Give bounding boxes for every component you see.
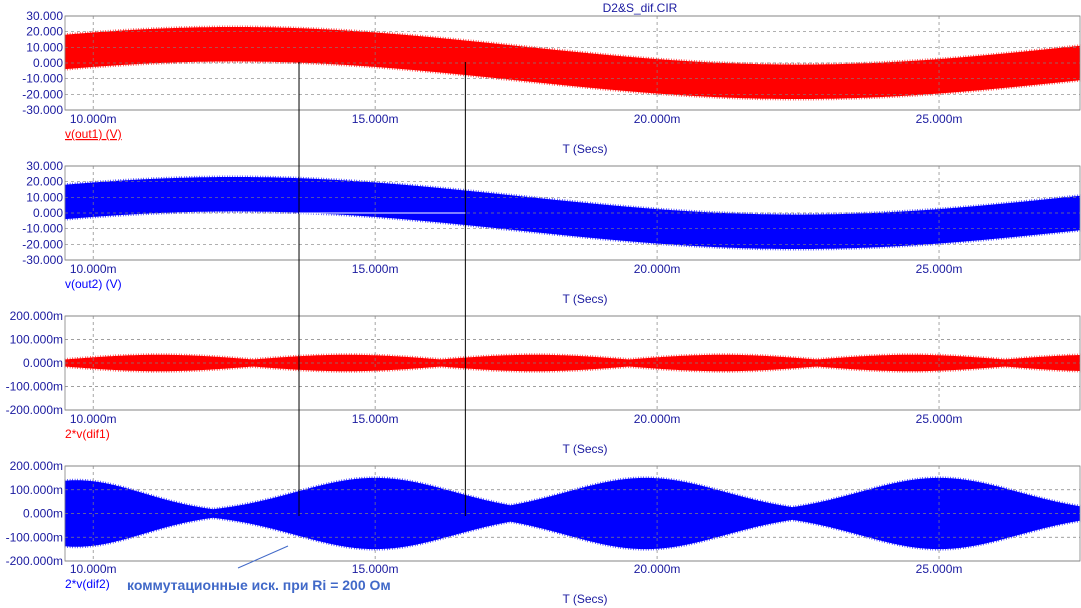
y-tick-label: 30.000: [26, 159, 63, 173]
trace-panel-dif1: [64, 353, 1081, 373]
x-tick-label: 20.000m: [634, 412, 681, 426]
y-tick-label: -30.000: [22, 253, 63, 267]
x-axis-label: T (Secs): [562, 142, 607, 156]
y-tick-label: 10.000: [26, 40, 63, 54]
x-axis-label: T (Secs): [562, 442, 607, 456]
y-tick-label: -20.000: [22, 87, 63, 101]
trace-label[interactable]: v(out2) (V): [65, 277, 122, 291]
annotation-text: коммутационные иск. при Ri = 200 Ом: [127, 577, 391, 593]
chart-panels: 30.00020.00010.0000.000-10.000-20.000-30…: [6, 9, 1081, 606]
x-tick-label: 25.000m: [916, 412, 963, 426]
y-tick-label: 20.000: [26, 25, 63, 39]
plot-frame: [64, 15, 1081, 111]
x-tick-label: 10.000m: [70, 412, 117, 426]
trace-label[interactable]: 2*v(dif2): [65, 577, 110, 591]
y-tick-label: 20.000: [26, 175, 63, 189]
x-tick-label: 10.000m: [70, 262, 117, 276]
y-tick-label: 100.000m: [10, 333, 63, 347]
x-tick-label: 20.000m: [634, 562, 681, 576]
y-tick-label: 0.000m: [23, 356, 63, 370]
trace-label[interactable]: v(out1) (V): [65, 127, 122, 141]
x-tick-label: 10.000m: [70, 562, 117, 576]
y-tick-label: 0.000: [33, 56, 63, 70]
x-tick-label: 20.000m: [634, 262, 681, 276]
cursor-lines[interactable]: [298, 62, 466, 516]
x-tick-label: 10.000m: [70, 112, 117, 126]
y-tick-label: 10.000: [26, 190, 63, 204]
y-tick-label: -10.000: [22, 72, 63, 86]
plot-frame: [64, 315, 1081, 411]
y-tick-label: 200.000m: [10, 459, 63, 473]
y-tick-label: -30.000: [22, 103, 63, 117]
x-axis-label: T (Secs): [562, 592, 607, 606]
chart-title: D2&S_dif.CIR: [603, 1, 678, 15]
x-tick-label: 15.000m: [352, 112, 399, 126]
y-tick-label: 30.000: [26, 9, 63, 23]
y-tick-label: -10.000: [22, 222, 63, 236]
y-tick-label: -100.000m: [6, 530, 63, 544]
trace-label[interactable]: 2*v(dif1): [65, 427, 110, 441]
y-tick-label: -200.000m: [6, 403, 63, 417]
x-tick-label: 25.000m: [916, 112, 963, 126]
y-tick-label: 200.000m: [10, 309, 63, 323]
y-tick-label: 0.000m: [23, 507, 63, 521]
x-tick-label: 25.000m: [916, 262, 963, 276]
x-tick-label: 15.000m: [352, 412, 399, 426]
panel-dif1: 200.000m 100.000m 0.000m -100.000m -200.000m…: [6, 309, 1081, 456]
y-tick-label: -200.000m: [6, 554, 63, 568]
annotation-pointer: [237, 545, 289, 569]
y-tick-label: -20.000: [22, 237, 63, 251]
x-tick-label: 20.000m: [634, 112, 681, 126]
x-axis-label: T (Secs): [562, 292, 607, 306]
y-tick-label: 0.000: [33, 206, 63, 220]
x-tick-label: 25.000m: [916, 562, 963, 576]
y-tick-label: 100.000m: [10, 483, 63, 497]
x-tick-label: 15.000m: [352, 262, 399, 276]
plot-frame: [64, 165, 1081, 261]
x-tick-label: 15.000m: [352, 562, 399, 576]
panel-dif2: 200.000m 100.000m 0.000m -100.000m -200.000m…: [6, 459, 1081, 606]
y-tick-label: -100.000m: [6, 380, 63, 394]
plot-frame: [64, 465, 1081, 562]
